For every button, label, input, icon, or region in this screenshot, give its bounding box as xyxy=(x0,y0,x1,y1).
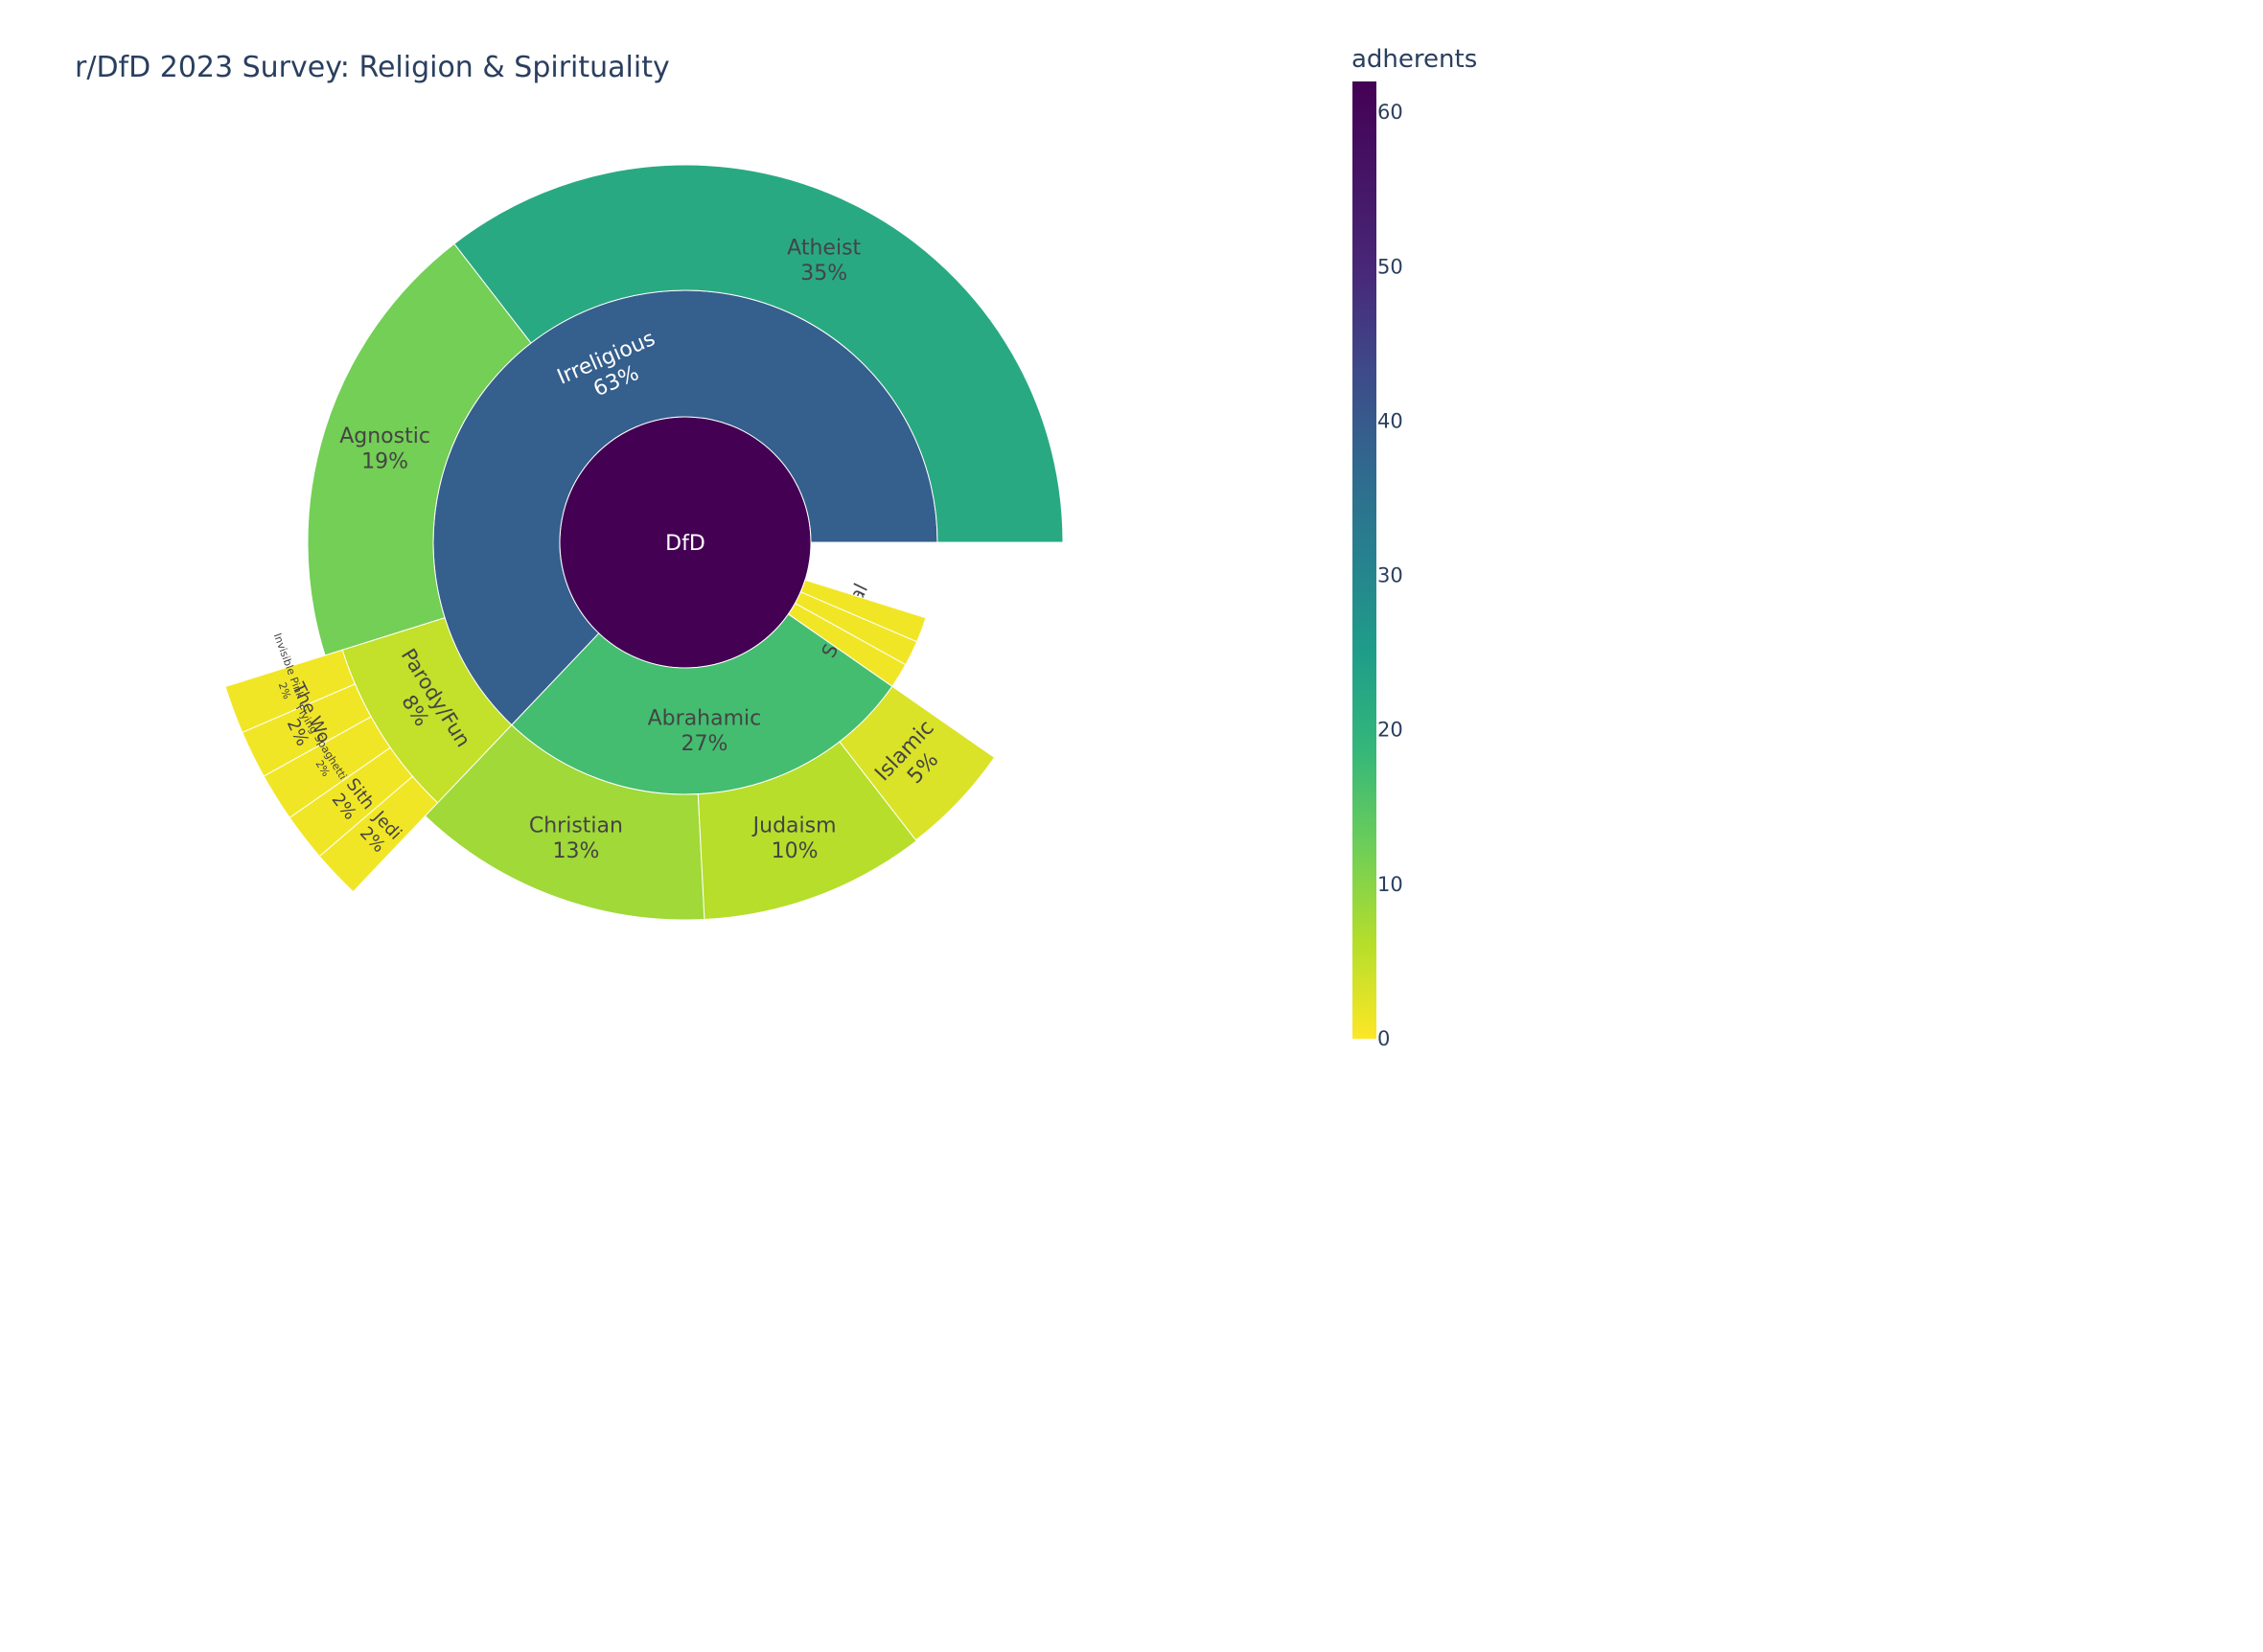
segment-agnostic[interactable] xyxy=(307,242,532,656)
segment-islamic[interactable] xyxy=(839,685,996,841)
chart-title: r/DfD 2023 Survey: Religion & Spirituali… xyxy=(75,51,670,84)
label-abrahamic: Abrahamic 27% xyxy=(648,706,762,755)
label-christian: Christian 13% xyxy=(529,815,623,863)
segment-atheist[interactable] xyxy=(453,164,1064,543)
segment-judaism[interactable] xyxy=(697,741,917,921)
colorbar-tick-60: 60 xyxy=(1377,101,1403,124)
colorbar-tick-50: 50 xyxy=(1377,255,1403,278)
colorbar-tick-10: 10 xyxy=(1377,873,1403,896)
colorbar: adherents 0 10 20 30 40 50 60 xyxy=(1351,45,1477,1050)
colorbar-tick-20: 20 xyxy=(1377,719,1403,742)
label-atheist: Atheist 35% xyxy=(787,237,861,286)
segment-buddhist[interactable] xyxy=(799,579,927,643)
colorbar-tick-30: 30 xyxy=(1377,564,1403,587)
sunburst-chart: r/DfD 2023 Survey: Religion & Spirituali… xyxy=(75,45,1477,1050)
label-judaism: Judaism 10% xyxy=(751,815,837,863)
label-root: DfD xyxy=(665,532,705,556)
colorbar-gradient xyxy=(1352,81,1376,1039)
colorbar-tick-40: 40 xyxy=(1377,409,1403,432)
colorbar-title: adherents xyxy=(1351,45,1477,74)
colorbar-tick-0: 0 xyxy=(1377,1027,1390,1050)
label-agnostic: Agnostic 19% xyxy=(339,424,430,473)
